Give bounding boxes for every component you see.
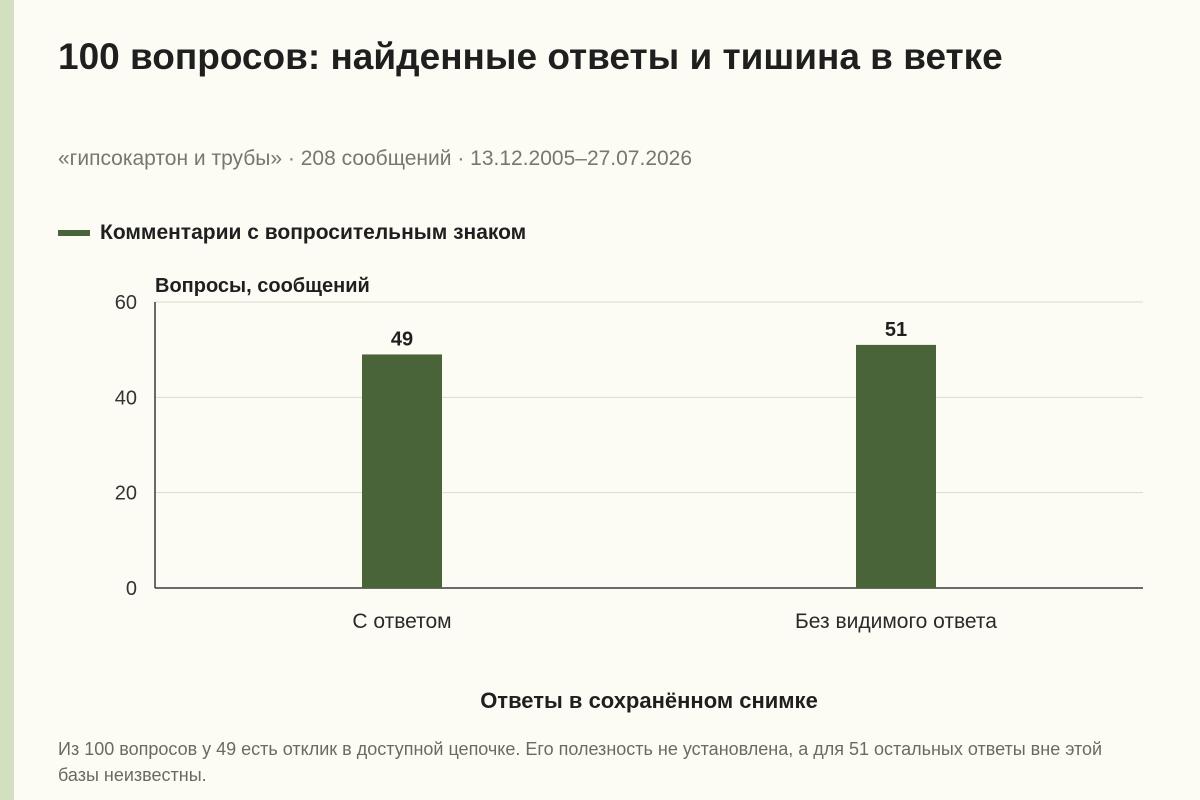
bar [856, 344, 936, 588]
left-accent-strip [0, 0, 14, 800]
data-label: 51 [885, 319, 907, 341]
legend: Комментарии с вопросительным знаком [58, 219, 526, 247]
y-tick-label: 60 [115, 292, 137, 314]
legend-swatch [58, 230, 90, 236]
y-axis-title: Вопросы, сообщений [155, 275, 370, 297]
x-tick-labels: С ответом Без видимого ответа [352, 610, 997, 633]
y-tick-labels: 0 20 40 60 [115, 292, 137, 600]
legend-label: Комментарии с вопросительным знаком [100, 221, 527, 244]
data-label: 49 [391, 328, 413, 350]
footnote: Из 100 вопросов у 49 есть отклик в досту… [58, 739, 1103, 785]
gridlines [155, 301, 1143, 494]
chart-subtitle: «гипсокартон и трубы» · 208 сообщений · … [58, 147, 693, 170]
bar-chart: 0 20 40 60 49 51 С ответом Без видимого ответ… [115, 275, 1143, 713]
y-tick-label: 0 [126, 578, 137, 600]
y-tick-label: 40 [115, 387, 137, 409]
chart-title: 100 вопросов: найденные ответы и тишина … [58, 36, 1003, 77]
bar [362, 354, 442, 588]
y-tick-label: 20 [115, 483, 137, 505]
x-axis-title: Ответы в сохранённом снимке [480, 688, 818, 713]
x-tick-label: Без видимого ответа [795, 610, 997, 633]
axes [154, 302, 1143, 589]
x-tick-label: С ответом [352, 610, 451, 633]
data-labels: 49 51 [391, 319, 907, 351]
bars [362, 344, 936, 588]
